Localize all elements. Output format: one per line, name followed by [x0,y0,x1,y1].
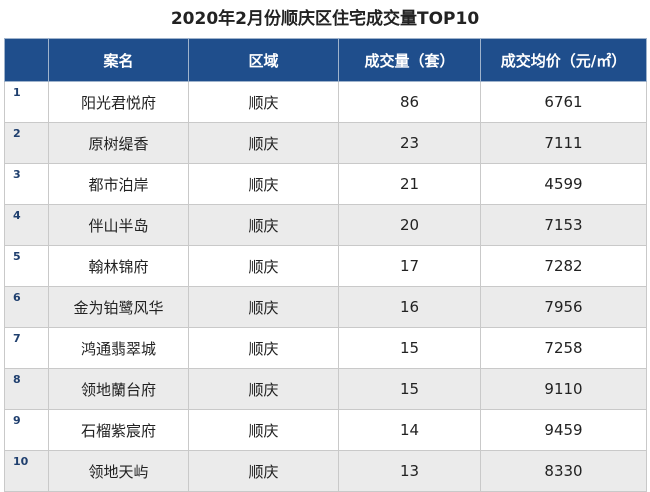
header-row: 案名 区域 成交量（套） 成交均价（元/㎡） [4,38,647,82]
cell: 7956 [480,286,647,328]
row: 3 都市泊岸 顺庆 21 4599 [4,163,647,205]
cell: 顺庆 [188,409,339,451]
cell: 伴山半岛 [48,204,189,246]
cell: 原树缇香 [48,122,189,164]
row: 6 金为铂鹭风华 顺庆 16 7956 [4,286,647,328]
cell: 石榴紫宸府 [48,409,189,451]
rank-cell: 6 [4,286,49,328]
rank-cell: 7 [4,327,49,369]
cell: 顺庆 [188,122,339,164]
cell: 顺庆 [188,286,339,328]
header-cell [4,38,49,82]
cell: 13 [338,450,481,492]
cell: 鸿通翡翠城 [48,327,189,369]
row: 7 鸿通翡翠城 顺庆 15 7258 [4,327,647,369]
rank-cell: 10 [4,450,49,492]
rank-cell: 9 [4,409,49,451]
rank-cell: 5 [4,245,49,287]
cell: 4599 [480,163,647,205]
cell: 顺庆 [188,327,339,369]
cell: 8330 [480,450,647,492]
rank-cell: 8 [4,368,49,410]
cell: 86 [338,81,481,123]
row: 10 领地天屿 顺庆 13 8330 [4,450,647,492]
cell: 顺庆 [188,368,339,410]
cell: 7282 [480,245,647,287]
cell: 顺庆 [188,81,339,123]
cell: 15 [338,368,481,410]
header-cell: 案名 [48,38,189,82]
row: 9 石榴紫宸府 顺庆 14 9459 [4,409,647,451]
row: 4 伴山半岛 顺庆 20 7153 [4,204,647,246]
cell: 金为铂鹭风华 [48,286,189,328]
header-cell: 成交量（套） [338,38,481,82]
cell: 领地天屿 [48,450,189,492]
cell: 17 [338,245,481,287]
cell: 9110 [480,368,647,410]
cell: 领地蘭台府 [48,368,189,410]
cell: 顺庆 [188,245,339,287]
cell: 15 [338,327,481,369]
rank-cell: 2 [4,122,49,164]
rank-cell: 3 [4,163,49,205]
rank-cell: 4 [4,204,49,246]
cell: 阳光君悦府 [48,81,189,123]
cell: 7153 [480,204,647,246]
row: 8 领地蘭台府 顺庆 15 9110 [4,368,647,410]
cell: 都市泊岸 [48,163,189,205]
cell: 7258 [480,327,647,369]
cell: 14 [338,409,481,451]
cell: 9459 [480,409,647,451]
cell: 21 [338,163,481,205]
row: 5 翰林锦府 顺庆 17 7282 [4,245,647,287]
header-cell: 成交均价（元/㎡） [480,38,647,82]
table: 案名 区域 成交量（套） 成交均价（元/㎡） 1 阳光君悦府 顺庆 86 6761 2 原树缇香顺… [4,38,647,492]
row: 2 原树缇香 顺庆 23 7111 [4,122,647,164]
row: 1 阳光君悦府 顺庆 86 6761 [4,81,647,123]
cell: 16 [338,286,481,328]
page: 2020年2月份顺庆区住宅成交量TOP10 案名 区域 成交量（套） 成交均价（元/㎡… [4,9,647,492]
cell: 顺庆 [188,163,339,205]
cell: 顺庆 [188,204,339,246]
cell: 翰林锦府 [48,245,189,287]
cell: 7111 [480,122,647,164]
cell: 23 [338,122,481,164]
cell: 6761 [480,81,647,123]
header-cell: 区域 [188,38,339,82]
title: 2020年2月份顺庆区住宅成交量TOP10 [170,9,480,29]
cell: 20 [338,204,481,246]
rank-cell: 1 [4,81,49,123]
cell: 顺庆 [188,450,339,492]
